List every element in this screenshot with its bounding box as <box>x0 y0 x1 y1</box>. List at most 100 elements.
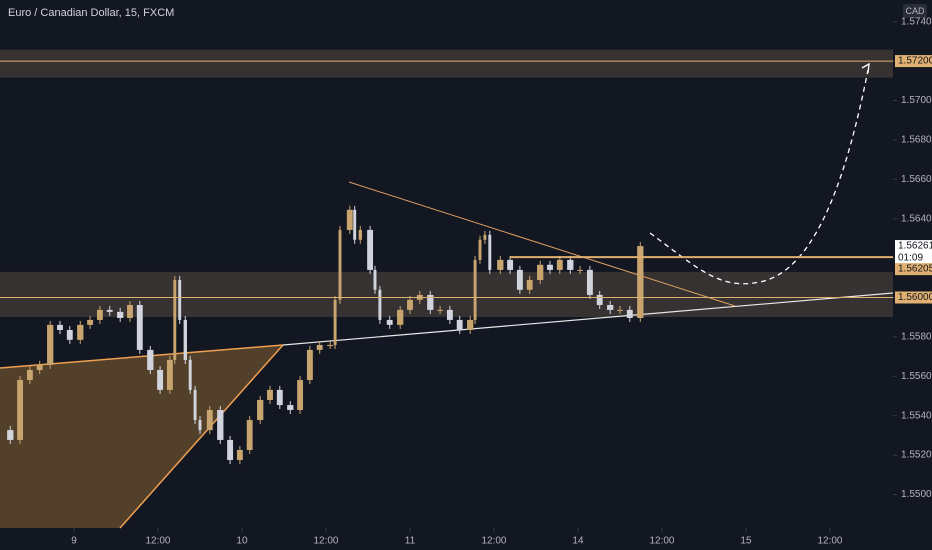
candle-body <box>473 259 477 320</box>
candle-body <box>47 324 54 365</box>
level-box <box>895 263 932 276</box>
candle-body <box>338 229 342 300</box>
candle-body <box>57 324 63 330</box>
chart-title: Euro / Canadian Dollar, 15, FXCM <box>8 7 174 19</box>
candle-body <box>607 304 614 310</box>
y-tick-label: 1.56400 <box>901 213 932 224</box>
x-tick-label: 14 <box>572 536 584 547</box>
zone <box>0 271 893 317</box>
arrow-head <box>861 62 870 74</box>
candle-body <box>526 279 533 290</box>
candle-body <box>227 439 234 461</box>
y-tick-label: 1.55200 <box>901 450 932 461</box>
candle-body <box>617 309 623 311</box>
candles <box>7 205 644 465</box>
candle-body <box>297 380 304 410</box>
candle-body <box>386 319 393 325</box>
trendline <box>348 181 736 307</box>
candle-body <box>567 259 574 270</box>
x-tick-label: 10 <box>236 536 248 547</box>
candle-body <box>157 369 164 390</box>
candle-body <box>36 364 43 370</box>
countdown: 01:09 <box>898 253 923 264</box>
candle-body <box>87 319 94 325</box>
candle-body <box>327 344 334 346</box>
x-tick-label: 9 <box>71 536 77 547</box>
candle-body <box>637 246 644 318</box>
candle-body <box>117 311 124 318</box>
candle-body <box>397 309 404 325</box>
candle-body <box>198 420 202 431</box>
level-label: 1.57200 <box>898 56 932 67</box>
candle-body <box>147 349 154 370</box>
candle-body <box>306 349 313 381</box>
trendline <box>119 344 284 529</box>
candle-body <box>626 309 633 318</box>
candle-body <box>483 234 487 240</box>
candle-body <box>136 304 143 350</box>
x-tick-label: 12:00 <box>313 536 338 547</box>
candle-body <box>246 420 253 450</box>
candle-body <box>358 229 362 240</box>
trendline <box>282 292 894 346</box>
candle-body <box>173 279 177 360</box>
candle-body <box>556 259 563 270</box>
candle-body <box>267 389 273 400</box>
candle-body <box>373 269 377 290</box>
candle-body <box>596 294 603 305</box>
candle-body <box>206 409 213 431</box>
level-box <box>895 55 932 68</box>
y-tick-label: 1.55000 <box>901 489 932 500</box>
projection-arrow <box>649 69 869 285</box>
candle-body <box>407 299 413 310</box>
candle-body <box>17 380 24 440</box>
candle-body <box>367 229 374 270</box>
candle-body <box>276 389 283 406</box>
candle-body <box>586 269 593 295</box>
candle-body <box>77 324 84 340</box>
candle-body <box>378 289 382 320</box>
x-tick-label: 15 <box>740 536 752 547</box>
x-tick-label: 12:00 <box>649 536 674 547</box>
currency: CAD <box>905 6 925 16</box>
candle-body <box>316 344 323 350</box>
x-tick-label: 12:00 <box>145 536 170 547</box>
y-tick-label: 1.56800 <box>901 135 932 146</box>
candle-body <box>193 389 197 421</box>
candle-body <box>96 309 103 320</box>
candle-body <box>488 234 492 270</box>
candle-body <box>26 369 33 381</box>
candle-body <box>456 319 463 330</box>
candle-body <box>537 264 544 280</box>
y-tick-label: 1.56600 <box>901 174 932 185</box>
candle-body <box>217 409 224 440</box>
candle-body <box>427 294 434 310</box>
candle-body <box>188 359 192 390</box>
candle-body <box>577 269 584 271</box>
candle-body <box>236 449 243 461</box>
x-tick-label: 12:00 <box>481 536 506 547</box>
candle-body <box>106 309 113 312</box>
candle-body <box>353 209 357 240</box>
level-label: 1.56205 <box>898 264 932 275</box>
x-tick-label: 12:00 <box>817 536 842 547</box>
candle-body <box>467 319 474 330</box>
wedge-fill <box>0 345 283 528</box>
candle-body <box>437 309 444 311</box>
level-box <box>895 291 932 304</box>
candle-body <box>166 359 173 390</box>
candle-body <box>66 330 73 340</box>
y-tick-label: 1.55800 <box>901 332 932 343</box>
level-label: 1.56000 <box>898 292 932 303</box>
candle-body <box>507 259 514 270</box>
y-tick-label: 1.57400 <box>901 16 932 27</box>
candle-body <box>287 405 294 410</box>
candle-body <box>257 399 264 421</box>
candle-body <box>547 264 553 270</box>
candle-body <box>7 430 14 440</box>
candle-body <box>333 299 337 345</box>
candle-body <box>446 309 453 320</box>
currency-box <box>903 4 927 18</box>
